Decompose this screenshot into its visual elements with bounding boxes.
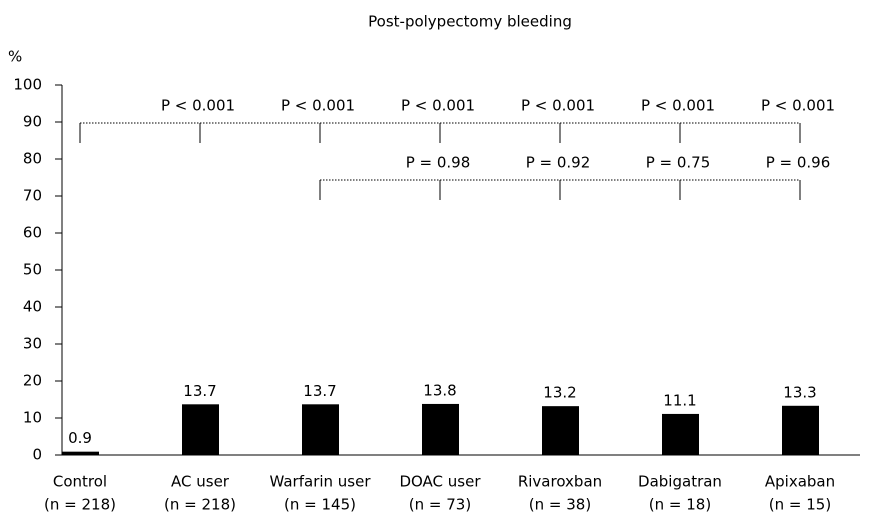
value-label: 11.1 (663, 391, 696, 409)
x-tick-label: Control (53, 473, 107, 491)
p-value-label: P = 0.96 (766, 154, 831, 172)
p-value-label: P < 0.001 (281, 97, 355, 115)
p-value-label: P = 0.75 (646, 154, 711, 172)
x-tick-sublabel: (n = 15) (769, 496, 831, 514)
y-tick-label: 40 (23, 298, 42, 316)
y-tick-label: 60 (23, 224, 42, 242)
bar (422, 403, 459, 455)
p-value-label: P = 0.92 (526, 154, 591, 172)
x-tick-label: Warfarin user (269, 473, 371, 491)
y-tick-label: 80 (23, 150, 42, 168)
bar (782, 405, 819, 455)
x-tick-label: Apixaban (765, 473, 835, 491)
x-tick-sublabel: (n = 38) (529, 496, 591, 514)
p-value-label: P = 0.98 (406, 154, 471, 172)
x-tick-label: Dabigatran (638, 473, 722, 491)
x-tick-sublabel: (n = 145) (284, 496, 356, 514)
x-tick-sublabel: (n = 218) (44, 496, 116, 514)
y-tick-label: 70 (23, 187, 42, 205)
value-label: 13.3 (783, 383, 816, 401)
p-value-label: P < 0.001 (161, 97, 235, 115)
p-value-label: P < 0.001 (521, 97, 595, 115)
bar (662, 413, 699, 455)
x-tick-sublabel: (n = 18) (649, 496, 711, 514)
x-tick-sublabel: (n = 218) (164, 496, 236, 514)
value-label: 13.7 (303, 382, 336, 400)
bar (542, 406, 579, 455)
x-tick-label: Rivaroxban (518, 473, 602, 491)
y-tick-label: 10 (23, 409, 42, 427)
y-axis-label: % (8, 48, 22, 66)
value-label: 13.8 (423, 381, 456, 399)
x-tick-label: DOAC user (399, 473, 481, 491)
y-tick-label: 100 (13, 76, 42, 94)
p-value-label: P < 0.001 (401, 97, 475, 115)
y-tick-label: 30 (23, 335, 42, 353)
value-label: 13.2 (543, 384, 576, 402)
y-tick-label: 20 (23, 372, 42, 390)
value-label: 0.9 (68, 429, 92, 447)
bar (62, 451, 99, 455)
bar (302, 404, 339, 455)
bar (182, 404, 219, 455)
x-tick-sublabel: (n = 73) (409, 496, 471, 514)
y-tick-label: 0 (32, 446, 42, 464)
y-tick-label: 90 (23, 113, 42, 131)
x-tick-label: AC user (171, 473, 230, 491)
p-value-label: P < 0.001 (641, 97, 715, 115)
chart-title: Post-polypectomy bleeding (368, 13, 572, 31)
value-label: 13.7 (183, 382, 216, 400)
p-value-label: P < 0.001 (761, 97, 835, 115)
y-tick-label: 50 (23, 261, 42, 279)
